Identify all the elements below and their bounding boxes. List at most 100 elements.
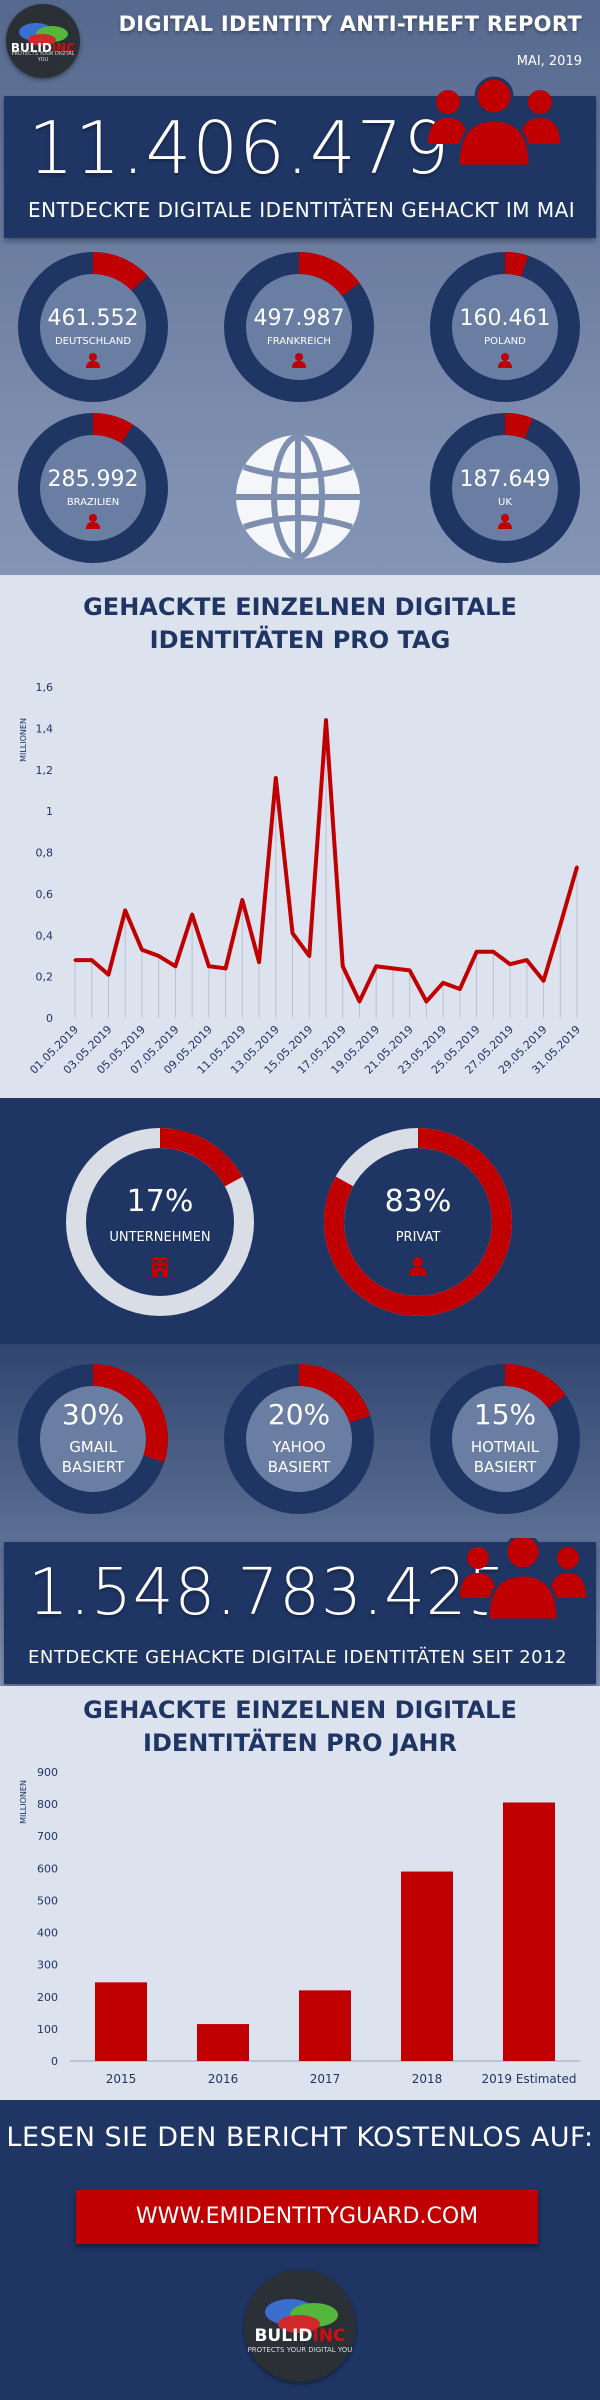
donut-chart bbox=[430, 1364, 580, 1514]
email-percent: 15% bbox=[473, 1398, 537, 1431]
email-label-line-2: BASIERT bbox=[473, 1458, 537, 1476]
data-point bbox=[408, 968, 412, 972]
country-ring-brazilien: 285.992 BRAZILIEN bbox=[18, 413, 168, 563]
country-label: UK bbox=[498, 497, 512, 508]
bar bbox=[299, 1990, 351, 2061]
footer-logo[interactable]: BULIDINC PROTECTS YOUR DIGITAL YOU bbox=[244, 2270, 356, 2382]
email-percent: 20% bbox=[267, 1398, 331, 1431]
donut-chart bbox=[66, 1128, 254, 1316]
may-total-caption: ENTDECKTE DIGITALE IDENTITÄTEN GEHACKT I… bbox=[28, 198, 576, 222]
bar bbox=[95, 1982, 147, 2061]
email-label-line-2: BASIERT bbox=[61, 1458, 125, 1476]
page-title: DIGITAL IDENTITY ANTI-THEFT REPORT bbox=[118, 12, 582, 36]
country-label: DEUTSCHLAND bbox=[54, 336, 132, 347]
y-tick-label: 200 bbox=[37, 1991, 58, 2004]
country-value: 285.992 bbox=[47, 467, 139, 492]
data-point bbox=[90, 958, 94, 962]
data-point bbox=[240, 898, 244, 902]
y-tick-label: 600 bbox=[37, 1862, 58, 1875]
donut-arc bbox=[430, 1364, 580, 1514]
country-label: BRAZILIEN bbox=[66, 497, 120, 508]
donut-chart bbox=[18, 252, 168, 402]
x-tick-label: 2017 bbox=[310, 2072, 341, 2086]
data-point bbox=[106, 973, 110, 977]
daily-chart-title-line-2: IDENTITÄTEN PRO TAG bbox=[149, 626, 451, 654]
y-tick-label: 1,6 bbox=[36, 681, 54, 694]
donut-arc bbox=[66, 1128, 254, 1316]
data-point bbox=[374, 964, 378, 968]
logo-clouds-icon bbox=[19, 23, 68, 46]
email-ring-yahoo: 20% YAHOO BASIERT bbox=[224, 1364, 374, 1514]
daily-line-chart: MILLIONEN 00,20,40,60,811,21,41,601.05.2… bbox=[19, 681, 583, 1077]
data-point bbox=[525, 958, 529, 962]
bar bbox=[197, 2024, 249, 2061]
country-value: 497.987 bbox=[253, 306, 345, 331]
users-group-icon bbox=[428, 76, 560, 168]
logo-clouds-icon bbox=[265, 2299, 338, 2333]
data-point bbox=[173, 964, 177, 968]
data-point bbox=[73, 958, 77, 962]
donut-arc bbox=[224, 252, 374, 402]
country-ring-frankreich: 497.987 FRANKREICH bbox=[224, 252, 374, 402]
business-label: UNTERNEHMEN bbox=[109, 1230, 211, 1245]
logo-wordmark: BULIDINC bbox=[10, 41, 76, 55]
country-label: POLAND bbox=[484, 336, 526, 347]
x-tick-label: 2015 bbox=[106, 2072, 137, 2086]
donut-arc bbox=[324, 1128, 512, 1316]
donut-chart bbox=[324, 1128, 512, 1316]
email-label-line-1: YAHOO bbox=[272, 1438, 326, 1456]
report-url-button[interactable]: WWW.EMIDENTITYGUARD.COM bbox=[76, 2190, 538, 2244]
country-ring-deutschland: 461.552 DEUTSCHLAND bbox=[18, 252, 168, 402]
yearly-y-axis-label: MILLIONEN bbox=[19, 1780, 28, 1824]
company-logo[interactable]: BULIDINC PROTECTS YOUR DIGITAL YOU bbox=[6, 4, 80, 78]
y-tick-label: 1,2 bbox=[36, 764, 54, 777]
user-icon bbox=[498, 353, 512, 368]
user-icon bbox=[86, 353, 100, 368]
yearly-chart-title-line-2: IDENTITÄTEN PRO JAHR bbox=[143, 1729, 457, 1757]
data-point bbox=[458, 987, 462, 991]
logo-tagline: PROTECTS YOUR DIGITAL YOU bbox=[247, 2346, 353, 2355]
email-label-line-1: GMAIL bbox=[69, 1438, 117, 1456]
y-tick-label: 400 bbox=[37, 1927, 58, 1940]
donut-chart bbox=[224, 1364, 374, 1514]
user-icon bbox=[498, 514, 512, 529]
country-value: 187.649 bbox=[459, 467, 551, 492]
globe-icon bbox=[236, 434, 360, 560]
logo-wordmark: BULIDINC bbox=[254, 2326, 346, 2346]
data-point bbox=[491, 950, 495, 954]
users-group-icon bbox=[460, 1538, 586, 1622]
data-point bbox=[274, 776, 278, 780]
data-point bbox=[207, 964, 211, 968]
y-tick-label: 900 bbox=[37, 1766, 58, 1779]
yearly-chart-section: GEHACKTE EINZELNEN DIGITALE IDENTITÄTEN … bbox=[0, 1686, 600, 2100]
bar bbox=[401, 1871, 453, 2061]
email-label-line-2: BASIERT bbox=[267, 1458, 331, 1476]
daily-chart-section: GEHACKTE EINZELNEN DIGITALE IDENTITÄTEN … bbox=[0, 575, 600, 1098]
daily-y-axis-label: MILLIONEN bbox=[19, 718, 28, 762]
x-tick-label: 2018 bbox=[412, 2072, 443, 2086]
page-subtitle: MAI, 2019 bbox=[516, 54, 582, 69]
country-ring-uk: 187.649 UK bbox=[430, 413, 580, 563]
y-tick-label: 500 bbox=[37, 1894, 58, 1907]
y-tick-label: 0,2 bbox=[36, 971, 54, 984]
data-point bbox=[324, 718, 328, 722]
email-label-line-1: HOTMAIL bbox=[470, 1438, 540, 1456]
y-tick-label: 800 bbox=[37, 1798, 58, 1811]
y-tick-label: 100 bbox=[37, 2023, 58, 2036]
all-time-total-box: 1.548.783.425 ENTDECKTE GEHACKTE DIGITAL… bbox=[4, 1538, 596, 1684]
bar bbox=[503, 1802, 555, 2061]
email-ring-hotmail: 15% HOTMAIL BASIERT bbox=[430, 1364, 580, 1514]
y-tick-label: 0,8 bbox=[36, 847, 54, 860]
donut-chart bbox=[430, 413, 580, 563]
private-label: PRIVAT bbox=[395, 1230, 441, 1245]
donut-chart bbox=[224, 252, 374, 402]
country-value: 461.552 bbox=[47, 306, 139, 331]
private-ring: 83% PRIVAT bbox=[318, 1122, 518, 1322]
data-point bbox=[475, 950, 479, 954]
data-point bbox=[224, 966, 228, 970]
data-point bbox=[424, 999, 428, 1003]
y-tick-label: 700 bbox=[37, 1830, 58, 1843]
donut-arc bbox=[18, 1364, 168, 1514]
yearly-chart-title-line-1: GEHACKTE EINZELNEN DIGITALE bbox=[83, 1696, 517, 1724]
donut-arc bbox=[430, 413, 580, 563]
